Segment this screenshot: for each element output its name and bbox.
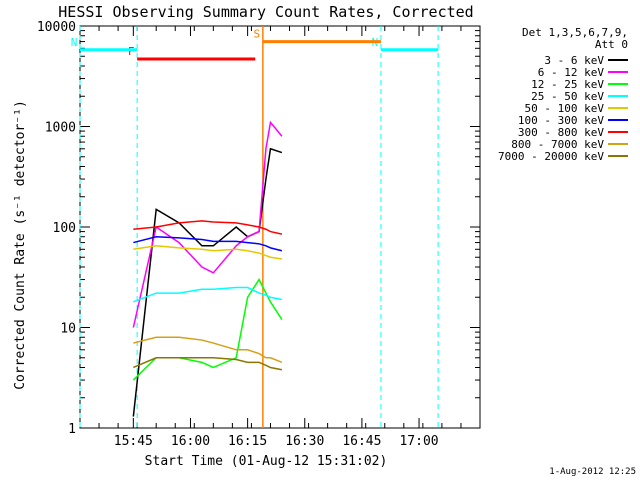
x-tick-label: 15:45 <box>114 434 153 449</box>
chart-title: HESSI Observing Summary Count Rates, Cor… <box>58 3 473 21</box>
series-line-8 <box>133 357 283 371</box>
legend-label: 25 - 50 keV <box>531 90 604 103</box>
x-tick-label: 17:00 <box>399 434 438 449</box>
series-line-5 <box>133 235 283 252</box>
series-line-4 <box>133 245 283 260</box>
legend-label: 100 - 300 keV <box>518 114 604 127</box>
series-line-0 <box>132 147 283 417</box>
flag-label-n: N <box>71 36 78 49</box>
legend-label: 3 - 6 keV <box>544 54 604 67</box>
x-tick-labels: 15:45 16:00 16:15 16:30 16:45 17:00 <box>114 434 439 449</box>
series-line-6 <box>133 220 283 235</box>
x-axis-label: Start Time (01-Aug-12 15:31:02) <box>145 454 388 469</box>
series-line-7 <box>133 336 283 364</box>
x-tick-label: 16:15 <box>228 434 267 449</box>
legend-label: 50 - 100 keV <box>525 102 605 115</box>
series-line-1 <box>132 120 283 328</box>
x-tick-label: 16:45 <box>342 434 381 449</box>
legend-header: Att 0 <box>595 38 628 51</box>
legend-label: 6 - 12 keV <box>538 66 605 79</box>
legend-label: 300 - 800 keV <box>518 126 604 139</box>
legend-header: Det 1,3,5,6,7,9, <box>522 26 628 39</box>
y-tick-labels: 1 10 100 1000 10000 <box>37 20 76 437</box>
flag-label-s: S <box>254 28 261 41</box>
plot-frame <box>79 25 481 429</box>
y-tick-label: 10000 <box>37 20 76 35</box>
plot-axes <box>79 25 481 429</box>
y-axis-label: Corrected Count Rate (s⁻¹ detector⁻¹) <box>13 100 28 390</box>
flag-label-f: F <box>128 45 135 58</box>
legend-label: 12 - 25 keV <box>531 78 604 91</box>
x-tick-label: 16:30 <box>285 434 324 449</box>
x-tick-label: 16:00 <box>171 434 210 449</box>
timestamp: 1-Aug-2012 12:25 <box>549 467 636 477</box>
series-line-2 <box>132 278 283 381</box>
legend-label: 800 - 7000 keV <box>511 138 604 151</box>
legend-label: 7000 - 20000 keV <box>498 150 604 163</box>
flag-lines: FNNS <box>71 26 439 428</box>
series-line-3 <box>133 286 283 303</box>
y-tick-label: 1000 <box>45 121 76 136</box>
y-tick-label: 10 <box>60 322 76 337</box>
y-tick-label: 1 <box>68 422 76 437</box>
series-lines <box>132 120 283 417</box>
y-tick-label: 100 <box>53 221 76 236</box>
